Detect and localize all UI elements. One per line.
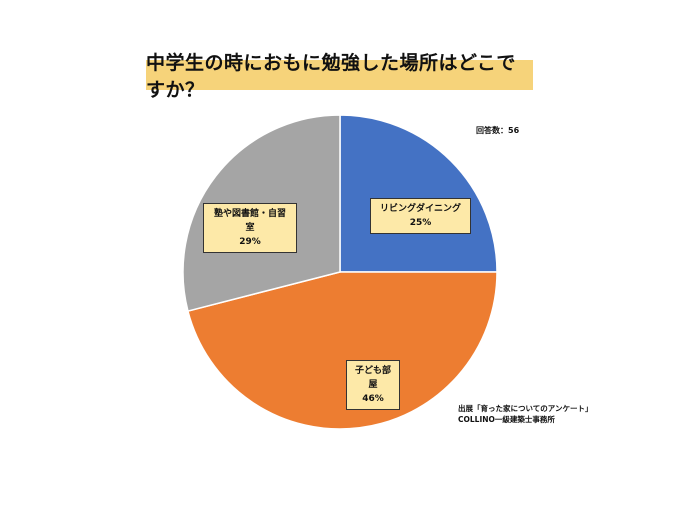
source-line-1: 出展「育った家についてのアンケート」 [458,404,593,413]
pie-slice [187,271,498,430]
slice-label-percent: 46% [362,394,384,404]
slice-label-percent: 29% [239,237,261,247]
slice-label-cram-library: 塾や図書館・自習室 29% [203,203,297,253]
source-note: 出展「育った家についてのアンケート」 COLLINO一級建築士事務所 [458,403,592,425]
slice-label-childrens-room: 子ども部屋 46% [346,360,400,410]
slice-label-living-dining: リビングダイニング 25% [370,198,471,234]
slice-label-text: リビングダイニング [379,204,461,214]
respondent-count: 回答数：56 [476,126,520,135]
pie-slice [339,114,498,273]
source-line-2: COLLINO一級建築士事務所 [458,415,555,424]
slice-label-text: 子ども部屋 [354,366,391,390]
slice-label-percent: 25% [409,218,432,228]
slice-label-text: 塾や図書館・自習室 [213,209,286,233]
